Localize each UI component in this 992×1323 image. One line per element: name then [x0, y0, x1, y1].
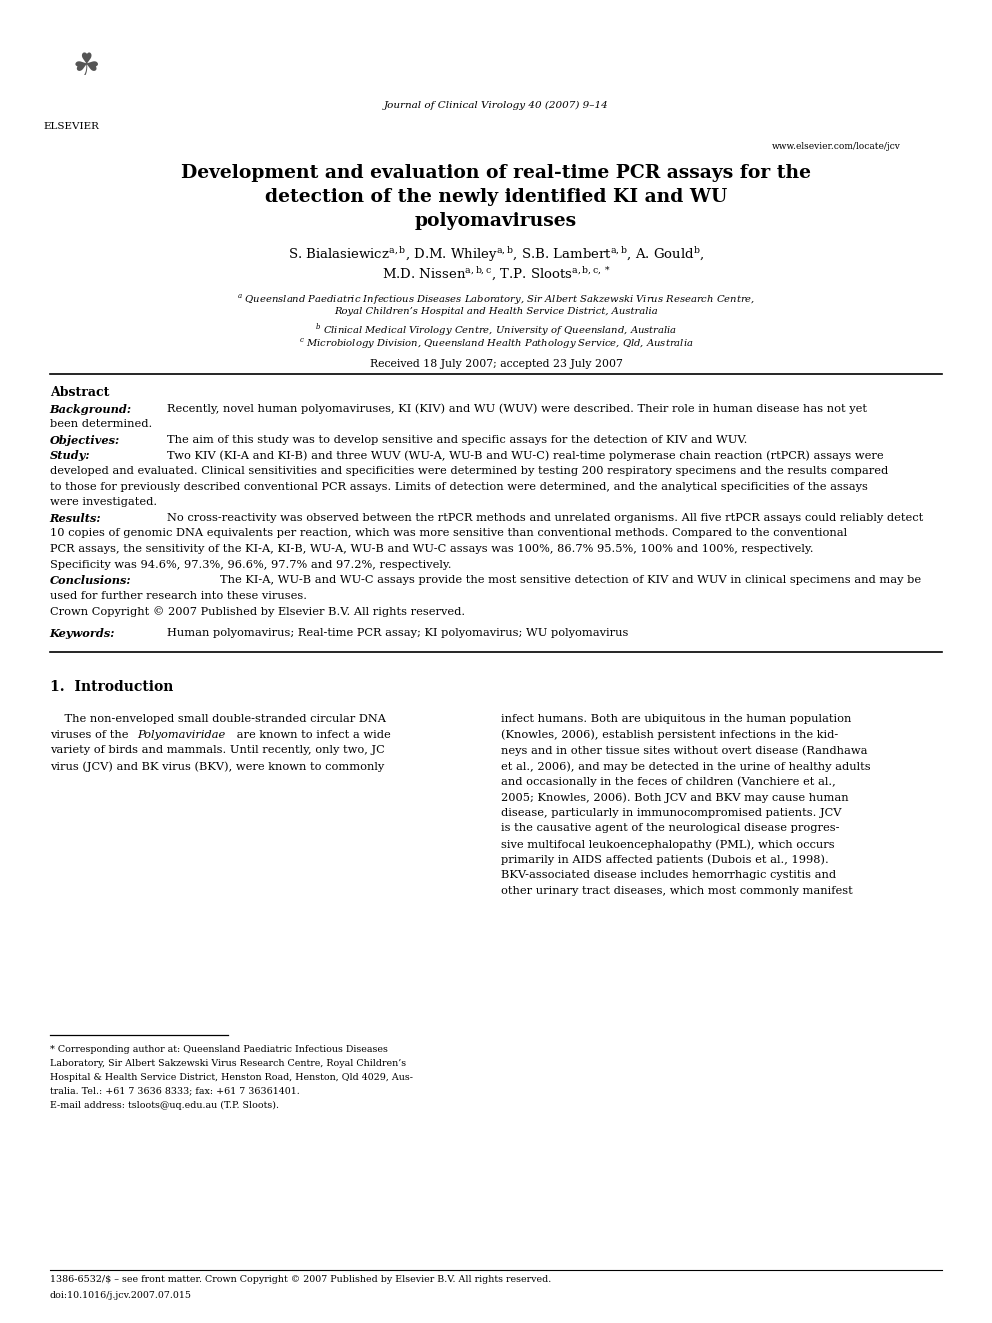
Text: $^{\mathregular{b}}$ Clinical Medical Virology Centre, University of Queensland,: $^{\mathregular{b}}$ Clinical Medical Vi… [314, 321, 678, 339]
Text: other urinary tract diseases, which most commonly manifest: other urinary tract diseases, which most… [501, 886, 853, 896]
Text: et al., 2006), and may be detected in the urine of healthy adults: et al., 2006), and may be detected in th… [501, 761, 871, 771]
Text: 10 copies of genomic DNA equivalents per reaction, which was more sensitive than: 10 copies of genomic DNA equivalents per… [50, 528, 847, 538]
Text: VIROLOGY: VIROLOGY [731, 114, 850, 134]
Text: Human polyomavirus; Real-time PCR assay; KI polyomavirus; WU polyomavirus: Human polyomavirus; Real-time PCR assay;… [167, 628, 628, 638]
Text: Specificity was 94.6%, 97.3%, 96.6%, 97.7% and 97.2%, respectively.: Specificity was 94.6%, 97.3%, 96.6%, 97.… [50, 560, 451, 570]
Text: Recently, novel human polyomaviruses, KI (KIV) and WU (WUV) were described. Thei: Recently, novel human polyomaviruses, KI… [167, 404, 867, 414]
Text: to those for previously described conventional PCR assays. Limits of detection w: to those for previously described conven… [50, 482, 867, 492]
Text: (Knowles, 2006), establish persistent infections in the kid-: (Knowles, 2006), establish persistent in… [501, 730, 838, 741]
Text: polyomaviruses: polyomaviruses [415, 212, 577, 230]
Text: virus (JCV) and BK virus (BKV), were known to commonly: virus (JCV) and BK virus (BKV), were kno… [50, 761, 384, 771]
Text: Hospital & Health Service District, Henston Road, Henston, Qld 4029, Aus-: Hospital & Health Service District, Hens… [50, 1073, 413, 1082]
Text: 2005; Knowles, 2006). Both JCV and BKV may cause human: 2005; Knowles, 2006). Both JCV and BKV m… [501, 792, 848, 803]
Text: www.elsevier.com/locate/jcv: www.elsevier.com/locate/jcv [772, 142, 901, 151]
Text: infect humans. Both are ubiquitous in the human population: infect humans. Both are ubiquitous in th… [501, 714, 851, 724]
Text: Polyomaviridae: Polyomaviridae [137, 730, 225, 740]
Text: Abstract: Abstract [50, 386, 109, 400]
Text: ELSEVIER: ELSEVIER [44, 122, 99, 131]
Text: $^{\mathregular{c}}$ Microbiology Division, Queensland Health Pathology Service,: $^{\mathregular{c}}$ Microbiology Divisi… [299, 336, 693, 351]
Text: The KI-A, WU-B and WU-C assays provide the most sensitive detection of KIV and W: The KI-A, WU-B and WU-C assays provide t… [220, 576, 922, 585]
Text: Study:: Study: [50, 450, 90, 462]
Text: PCR assays, the sensitivity of the KI-A, KI-B, WU-A, WU-B and WU-C assays was 10: PCR assays, the sensitivity of the KI-A,… [50, 544, 813, 554]
Text: variety of birds and mammals. Until recently, only two, JC: variety of birds and mammals. Until rece… [50, 745, 384, 755]
Text: and occasionally in the feces of children (Vanchiere et al.,: and occasionally in the feces of childre… [501, 777, 835, 787]
Text: E-mail address: tsloots@uq.edu.au (T.P. Sloots).: E-mail address: tsloots@uq.edu.au (T.P. … [50, 1101, 279, 1110]
Text: been determined.: been determined. [50, 419, 152, 429]
Text: disease, particularly in immunocompromised patients. JCV: disease, particularly in immunocompromis… [501, 808, 841, 818]
Text: doi:10.1016/j.jcv.2007.07.015: doi:10.1016/j.jcv.2007.07.015 [50, 1291, 191, 1301]
Text: Two KIV (KI-A and KI-B) and three WUV (WU-A, WU-B and WU-C) real-time polymerase: Two KIV (KI-A and KI-B) and three WUV (W… [167, 450, 883, 460]
Text: M.D. Nissen$^{\mathregular{a,b,c}}$, T.P. Sloots$^{\mathregular{a,b,c,*}}$: M.D. Nissen$^{\mathregular{a,b,c}}$, T.P… [382, 266, 610, 283]
Text: developed and evaluated. Clinical sensitivities and specificities were determine: developed and evaluated. Clinical sensit… [50, 466, 888, 476]
Text: ☘: ☘ [73, 52, 100, 81]
Text: Results:: Results: [50, 513, 101, 524]
Text: is the causative agent of the neurological disease progres-: is the causative agent of the neurologic… [501, 823, 839, 833]
Text: The aim of this study was to develop sensitive and specific assays for the detec: The aim of this study was to develop sen… [167, 435, 747, 445]
Text: No cross-reactivity was observed between the rtPCR methods and unrelated organis: No cross-reactivity was observed between… [167, 513, 923, 523]
Text: * Corresponding author at: Queensland Paediatric Infectious Diseases: * Corresponding author at: Queensland Pa… [50, 1045, 388, 1054]
Text: Received 18 July 2007; accepted 23 July 2007: Received 18 July 2007; accepted 23 July … [370, 359, 622, 369]
Text: The non-enveloped small double-stranded circular DNA: The non-enveloped small double-stranded … [50, 714, 386, 724]
Text: Royal Children’s Hospital and Health Service District, Australia: Royal Children’s Hospital and Health Ser… [334, 307, 658, 316]
Text: Background:: Background: [50, 404, 132, 414]
Text: 1386-6532/$ – see front matter. Crown Copyright © 2007 Published by Elsevier B.V: 1386-6532/$ – see front matter. Crown Co… [50, 1275, 551, 1285]
Text: viruses of the: viruses of the [50, 730, 132, 740]
Text: JOURNAL OF: JOURNAL OF [731, 36, 787, 45]
Text: Conclusions:: Conclusions: [50, 576, 131, 586]
Text: primarily in AIDS affected patients (Dubois et al., 1998).: primarily in AIDS affected patients (Dub… [501, 855, 828, 865]
Text: $^{\mathregular{a}}$ Queensland Paediatric Infectious Diseases Laboratory, Sir A: $^{\mathregular{a}}$ Queensland Paediatr… [237, 292, 755, 307]
Text: S. Bialasiewicz$^{\mathregular{a,b}}$, D.M. Whiley$^{\mathregular{a,b}}$, S.B. L: S. Bialasiewicz$^{\mathregular{a,b}}$, D… [288, 245, 704, 263]
Text: BKV-associated disease includes hemorrhagic cystitis and: BKV-associated disease includes hemorrha… [501, 871, 836, 880]
Text: CLINICAL: CLINICAL [731, 69, 816, 86]
Text: neys and in other tissue sites without overt disease (Randhawa: neys and in other tissue sites without o… [501, 745, 867, 755]
Text: Laboratory, Sir Albert Sakzewski Virus Research Centre, Royal Children’s: Laboratory, Sir Albert Sakzewski Virus R… [50, 1058, 406, 1068]
Text: 1.  Introduction: 1. Introduction [50, 680, 173, 693]
Text: were investigated.: were investigated. [50, 497, 157, 507]
Text: Objectives:: Objectives: [50, 435, 120, 446]
Text: used for further research into these viruses.: used for further research into these vir… [50, 591, 307, 601]
Text: sive multifocal leukoencephalopathy (PML), which occurs: sive multifocal leukoencephalopathy (PML… [501, 839, 834, 849]
Text: Keywords:: Keywords: [50, 628, 115, 639]
Text: tralia. Tel.: +61 7 3636 8333; fax: +61 7 36361401.: tralia. Tel.: +61 7 3636 8333; fax: +61 … [50, 1088, 300, 1095]
Text: detection of the newly identified KI and WU: detection of the newly identified KI and… [265, 188, 727, 206]
Text: are known to infect a wide: are known to infect a wide [233, 730, 391, 740]
Text: Crown Copyright © 2007 Published by Elsevier B.V. All rights reserved.: Crown Copyright © 2007 Published by Else… [50, 606, 464, 618]
Text: Journal of Clinical Virology 40 (2007) 9–14: Journal of Clinical Virology 40 (2007) 9… [384, 101, 608, 110]
Text: Development and evaluation of real-time PCR assays for the: Development and evaluation of real-time … [181, 164, 811, 183]
